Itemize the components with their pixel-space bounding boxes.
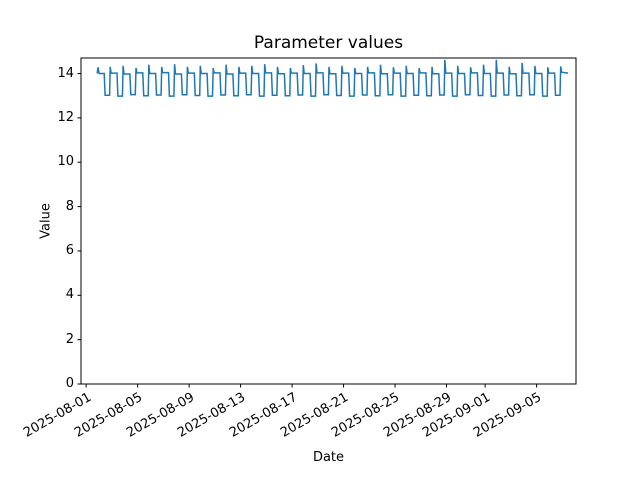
- data-line: [96, 59, 569, 97]
- plot-border: [80, 57, 577, 385]
- y-tick-label: 12: [57, 109, 74, 125]
- y-tick-label: 4: [65, 287, 74, 303]
- y-tick-label: 14: [57, 65, 74, 81]
- y-tick-label: 2: [65, 331, 74, 347]
- y-tick-label: 0: [65, 376, 74, 391]
- x-axis-label: Date: [312, 450, 345, 465]
- y-tick-label: 6: [65, 242, 74, 258]
- y-tick-label: 10: [57, 154, 74, 170]
- chart-title: Parameter values: [253, 33, 404, 53]
- y-tick-label: 8: [65, 198, 74, 214]
